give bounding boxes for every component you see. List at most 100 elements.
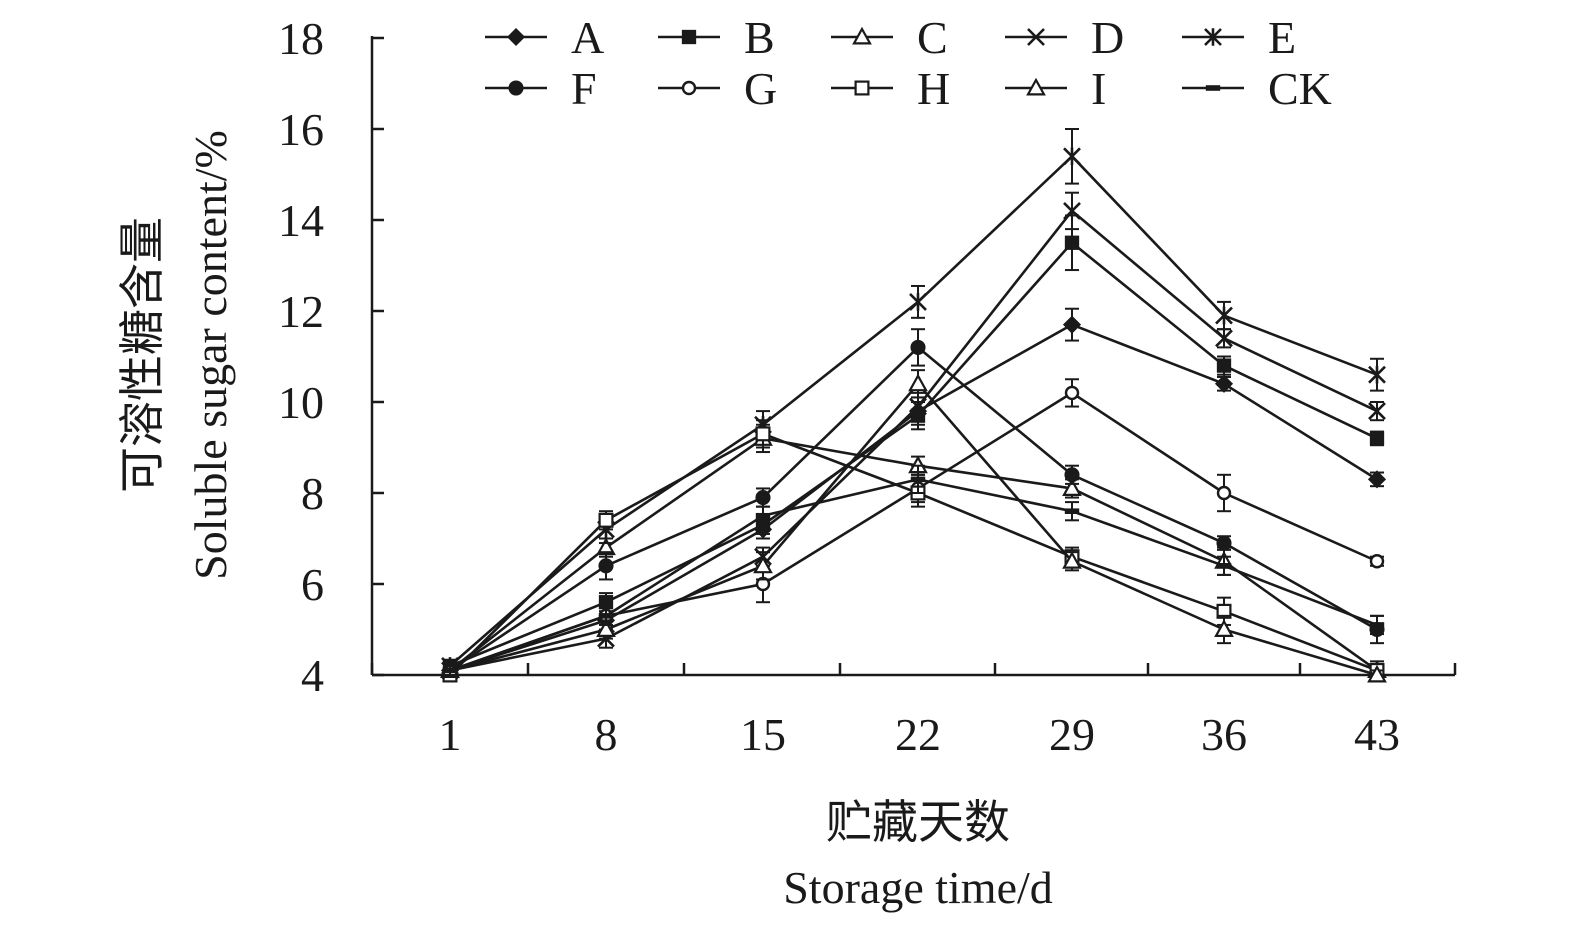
legend-marker xyxy=(854,80,870,96)
data-point xyxy=(1214,619,1234,637)
data-point xyxy=(755,426,771,442)
x-tick-label: 15 xyxy=(740,709,786,760)
data-point xyxy=(1064,235,1080,250)
y-tick-label: 16 xyxy=(278,104,324,155)
data-point xyxy=(1214,374,1234,393)
data-point xyxy=(1216,535,1232,551)
y-tick-label: 18 xyxy=(278,13,324,64)
y-tick-label: 12 xyxy=(278,286,324,337)
series-line-d xyxy=(449,209,1378,672)
legend-marker xyxy=(852,26,872,45)
data-point xyxy=(1064,385,1080,401)
data-point xyxy=(908,373,928,392)
legend-label: C xyxy=(917,12,948,63)
data-point xyxy=(1369,431,1385,446)
legend-item-b: B xyxy=(658,12,775,63)
data-point xyxy=(1063,147,1081,166)
legend-item-a: A xyxy=(485,12,604,63)
data-point xyxy=(909,397,927,416)
legend-marker xyxy=(681,29,697,45)
legend-item-g: G xyxy=(658,63,777,114)
legend-label: CK xyxy=(1268,63,1332,114)
data-point xyxy=(596,619,616,637)
series-line-g xyxy=(449,391,1378,672)
legend-item-i: I xyxy=(1005,63,1106,114)
legend-item-ck: CK xyxy=(1182,63,1332,114)
series-line-i xyxy=(449,382,1378,677)
data-point xyxy=(1062,478,1082,496)
y-tick-label: 14 xyxy=(278,195,324,246)
data-point xyxy=(910,476,926,483)
axes xyxy=(370,36,1455,677)
legend-label: H xyxy=(917,63,950,114)
legend-item-e: E xyxy=(1182,12,1296,63)
data-point xyxy=(1216,358,1232,373)
data-point xyxy=(1062,315,1082,334)
legend-marker xyxy=(506,27,526,47)
data-point xyxy=(598,512,614,528)
legend-marker xyxy=(508,80,524,96)
legend-marker xyxy=(1205,85,1221,91)
x-tick-label: 1 xyxy=(439,709,462,760)
legend: A B C D E F G H I CK xyxy=(485,12,1332,114)
legend-label: E xyxy=(1268,12,1296,63)
legend-label: A xyxy=(571,12,604,63)
data-point xyxy=(1216,563,1232,569)
legend-marker xyxy=(1204,28,1222,46)
legend-label: G xyxy=(744,63,777,114)
data-point xyxy=(755,490,771,506)
data-point xyxy=(598,613,614,619)
legend-label: I xyxy=(1091,63,1106,114)
data-point xyxy=(909,292,927,311)
legend-item-c: C xyxy=(831,12,948,63)
legend-label: B xyxy=(744,12,775,63)
legend-label: F xyxy=(571,63,597,114)
legend-label: D xyxy=(1091,12,1124,63)
x-tick-label: 36 xyxy=(1201,709,1247,760)
series-d xyxy=(441,191,1386,680)
y-tick-label: 6 xyxy=(301,559,324,610)
series-ck xyxy=(442,464,1385,676)
x-axis-label-cn: 贮藏天数 xyxy=(826,795,1010,849)
x-axis-label: Storage time/d xyxy=(783,862,1053,913)
x-tick-label: 8 xyxy=(595,709,618,760)
data-point xyxy=(1369,554,1385,569)
data-point xyxy=(1367,470,1387,489)
series-group xyxy=(440,128,1387,683)
legend-marker xyxy=(681,80,697,96)
data-point xyxy=(1369,622,1385,628)
x-tick-label: 22 xyxy=(895,709,941,760)
data-point xyxy=(755,512,771,519)
y-tick-label: 10 xyxy=(278,377,324,428)
data-point xyxy=(1216,485,1232,501)
x-tick-label: 29 xyxy=(1049,709,1095,760)
data-point xyxy=(1215,329,1233,348)
data-point xyxy=(1062,550,1082,569)
data-point xyxy=(1368,365,1386,384)
data-point xyxy=(1063,201,1081,220)
data-point xyxy=(1215,306,1233,325)
legend-item-d: D xyxy=(1005,12,1124,63)
data-point xyxy=(1367,664,1387,683)
series-line-c xyxy=(449,437,1378,672)
x-tick-label: 43 xyxy=(1354,709,1400,760)
data-point xyxy=(1368,402,1386,421)
y-tick-label: 8 xyxy=(301,468,324,519)
data-point xyxy=(753,555,773,574)
legend-item-h: H xyxy=(831,63,950,114)
data-point xyxy=(1064,508,1080,514)
data-point xyxy=(442,667,458,674)
y-axis-label-cn: 可溶性糖含量 xyxy=(115,217,169,493)
legend-marker xyxy=(1027,28,1045,46)
series-f xyxy=(442,328,1385,679)
y-axis-label: Soluble sugar content/% xyxy=(185,130,236,580)
data-point xyxy=(1064,467,1080,483)
legend-marker xyxy=(1026,77,1046,96)
series-b xyxy=(442,214,1385,674)
series-c xyxy=(440,423,1387,681)
y-tick-label: 4 xyxy=(301,650,324,701)
legend-item-f: F xyxy=(485,63,597,114)
data-point xyxy=(598,558,614,574)
